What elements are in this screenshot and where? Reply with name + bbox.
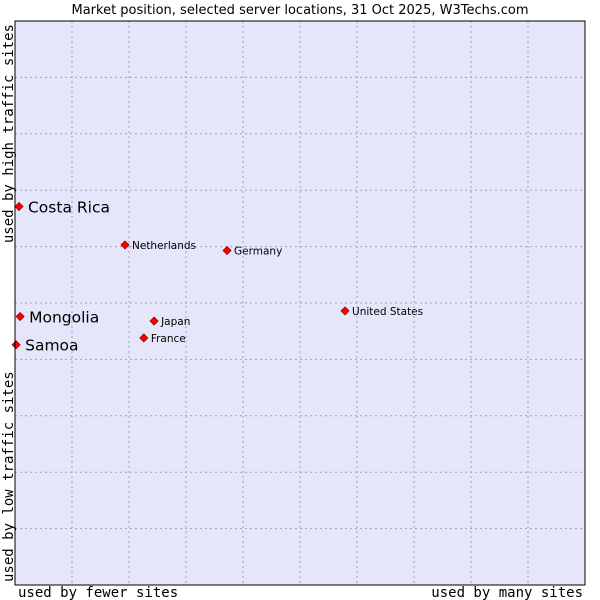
plot-border	[14, 20, 586, 586]
y-axis-label-bottom: used by low traffic sites	[1, 371, 17, 582]
grid-lines	[15, 21, 585, 585]
data-point-marker-samoa	[11, 340, 21, 350]
data-point-marker-costa-rica	[14, 201, 24, 212]
data-point-label-united-states: United States	[352, 306, 423, 318]
x-axis-label-right: used by many sites	[431, 585, 583, 600]
data-point-label-samoa: Samoa	[25, 337, 78, 355]
chart-title: Market position, selected server locatio…	[71, 3, 528, 18]
data-point-marker-japan	[149, 316, 159, 326]
data-point-marker-united-states	[340, 306, 350, 316]
data-point-marker-mongolia	[15, 311, 25, 322]
x-axis-label-left: used by fewer sites	[18, 585, 178, 600]
data-points: Costa Rica Netherlands Germany United State…	[11, 199, 423, 355]
data-point-label-mongolia: Mongolia	[29, 309, 99, 327]
y-axis-label-top: used by high traffic sites	[1, 24, 17, 243]
data-point-label-japan: Japan	[160, 316, 190, 328]
data-point-marker-netherlands	[120, 240, 130, 250]
data-point-label-germany: Germany	[234, 246, 282, 258]
data-point-marker-france	[139, 333, 149, 343]
data-point-label-france: France	[151, 333, 186, 345]
data-point-marker-germany	[222, 245, 232, 256]
data-point-label-netherlands: Netherlands	[132, 240, 196, 252]
data-point-label-costa-rica: Costa Rica	[28, 199, 110, 217]
